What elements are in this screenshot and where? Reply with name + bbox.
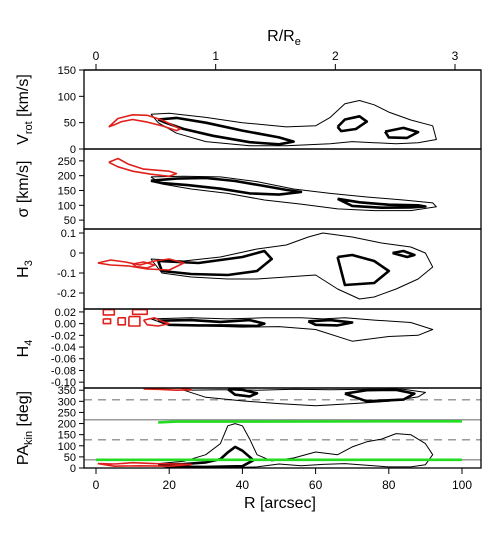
y-tick-label: 50: [64, 452, 76, 464]
panel-plot-area: [102, 309, 434, 342]
y-tick-label: 300: [58, 396, 76, 408]
y-tick-label: 250: [58, 407, 76, 419]
bottom-tick-label: 20: [163, 478, 177, 492]
kinematic-pa-line: [158, 419, 463, 424]
outer-contour-thick: [336, 115, 369, 133]
outer-contour-thick: [157, 116, 295, 146]
y-tick-label: -0.1: [57, 268, 76, 280]
y-tick-label: -0.02: [51, 330, 76, 342]
outer-contour-thick: [307, 318, 354, 327]
y-tick-label: 100: [58, 200, 76, 212]
y-tick-label: -0.08: [51, 365, 76, 377]
inner-contour: [131, 309, 148, 316]
y-tick-label: 100: [58, 91, 76, 103]
y-tick-label: 0.1: [61, 228, 76, 240]
outer-contour-thick: [344, 388, 416, 403]
bottom-axis: 0 20 40 60 80 100 R [arcsec]: [93, 468, 472, 512]
y-tick-label: 0.02: [55, 307, 76, 319]
y-axis-label: σ [km/s]: [15, 161, 32, 218]
outer-contour-thick: [336, 253, 391, 287]
bottom-tick-label: 40: [236, 478, 250, 492]
top-tick-label: 3: [452, 49, 459, 63]
y-axis-label: H4: [15, 340, 35, 358]
y-tick-label: -0.10: [51, 377, 76, 389]
y-tick-label: 150: [58, 430, 76, 442]
panel-sigma: 250 200 150 100 50 σ [km/s]: [15, 148, 482, 230]
bottom-tick-label: 100: [452, 478, 472, 492]
panel-h4: 0.020.00-0.02-0.04-0.06-0.08-0.10 H4: [15, 307, 482, 389]
outer-contour-thick: [384, 126, 420, 140]
bottom-tick-label: 0: [93, 478, 100, 492]
top-axis: R/Re 0 1 2 3: [93, 28, 459, 70]
y-tick-label: 50: [64, 118, 76, 130]
panel-h3: 0.1 0 -0.1 -0.2 H3: [15, 228, 482, 310]
inner-contour: [97, 461, 192, 468]
panel-frame: [83, 387, 482, 469]
top-axis-ticks: 0 1 2 3: [93, 49, 459, 70]
inner-contour: [102, 309, 116, 316]
top-tick-label: 0: [93, 49, 100, 63]
bottom-tick-label: 60: [309, 478, 323, 492]
inner-contour: [108, 157, 178, 178]
y-tick-label: 50: [64, 215, 76, 227]
inner-contour: [102, 318, 112, 325]
y-tick-label: 0.00: [55, 319, 76, 331]
y-tick-label: 0: [70, 144, 76, 156]
y-axis-label: H3: [15, 260, 35, 278]
panel-plot-area: [97, 232, 434, 300]
y-tick-label: 350: [58, 385, 76, 397]
panel-plot-area: [108, 157, 437, 212]
bottom-axis-ticks: 0 20 40 60 80 100: [93, 468, 472, 492]
inner-contour: [117, 316, 127, 326]
y-tick-label: 150: [58, 65, 76, 77]
outer-contour-thick: [150, 176, 303, 196]
inner-contour: [132, 261, 156, 269]
y-tick-label: -0.06: [51, 354, 76, 366]
outer-contour-thin: [150, 232, 434, 300]
outer-contour-thick: [157, 445, 255, 468]
bottom-tick-label: 80: [382, 478, 396, 492]
inner-contour: [142, 316, 170, 327]
outer-contour-thin: [158, 423, 434, 468]
outer-contour-thin: [150, 100, 437, 147]
inner-contour: [128, 315, 141, 327]
outer-contour-thin: [183, 388, 426, 407]
y-tick-label: 0: [70, 248, 76, 260]
y-tick-label: 100: [58, 441, 76, 453]
y-tick-label: 0: [70, 463, 76, 475]
panel-plot-area: [84, 388, 481, 468]
y-tick-label: -0.04: [51, 342, 76, 354]
y-tick-label: -0.2: [57, 288, 76, 300]
outer-contour-thin: [150, 317, 434, 342]
panel-vrot: 150 100 50 0 Vrot [km/s]: [15, 65, 482, 156]
panel-plot-area: [108, 100, 437, 147]
y-tick-label: 200: [58, 419, 76, 431]
inner-contour: [108, 114, 181, 132]
outer-contour-thin: [150, 175, 437, 212]
y-tick-label: 150: [58, 185, 76, 197]
y-tick-label: 250: [58, 156, 76, 168]
outer-contour-thick: [227, 388, 259, 398]
top-axis-label: R/Re: [267, 28, 301, 48]
top-tick-label: 1: [212, 49, 219, 63]
outer-contour-thick: [157, 318, 266, 328]
outer-contour-thick: [156, 249, 274, 277]
y-axis-label: PAkin [deg]: [15, 391, 35, 465]
outer-contour-thick: [392, 249, 416, 259]
top-tick-label: 2: [332, 49, 339, 63]
bottom-axis-label: R [arcsec]: [244, 495, 316, 512]
inner-contour: [143, 388, 192, 392]
y-tick-label: 200: [58, 171, 76, 183]
outer-contour-thick: [337, 197, 427, 209]
inner-contour: [97, 258, 185, 271]
y-axis-label: Vrot [km/s]: [15, 74, 35, 145]
